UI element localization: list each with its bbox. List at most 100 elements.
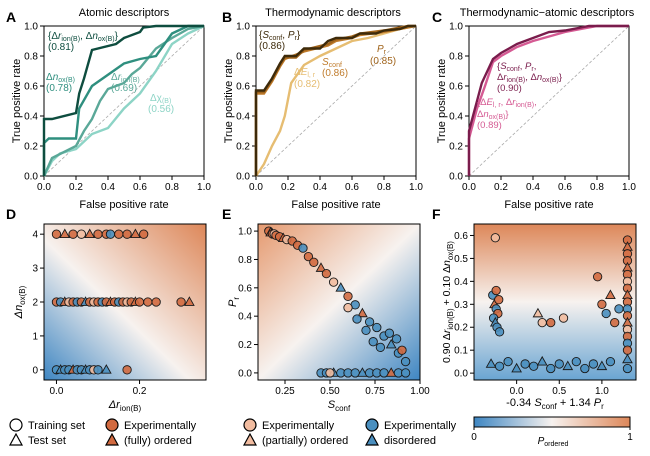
panel-a-roc-series-0 xyxy=(42,24,204,176)
panel-c-xtick-label-3: 0.6 xyxy=(558,182,572,193)
panel-e-ylabel: Pr xyxy=(227,297,241,307)
panel-f-point-16 xyxy=(529,361,539,371)
panel-letter-f: F xyxy=(432,206,441,222)
panel-d-points xyxy=(51,228,195,375)
panel-f-ytick-label-6: 0.6 xyxy=(454,231,468,242)
panel-e-point-12 xyxy=(309,257,319,267)
panel-d-xtick-label-0: 0.0 xyxy=(50,386,64,397)
panel-a-roc-series-2 xyxy=(42,24,205,177)
panel-a-ann-chi-auc: (0.56) xyxy=(148,104,174,115)
panel-d-ylabel: Δnox(B) xyxy=(13,285,27,319)
panel-f-ytick-label-1: 0.1 xyxy=(454,346,468,357)
panel-e-xtick-label-0: 0.25 xyxy=(275,386,295,397)
panel-a-title: Atomic descriptors xyxy=(79,7,170,19)
legend-fully-ordered-circle xyxy=(105,418,119,432)
legend-test-marker xyxy=(8,432,24,446)
panel-letter-b: B xyxy=(222,9,232,25)
panel-e-point-44 xyxy=(385,367,397,377)
panel-b-ytick-label-5: 1.0 xyxy=(236,22,250,33)
panel-b-diagonal xyxy=(255,25,417,177)
legend-disordered-line2: disordered xyxy=(384,435,436,447)
panel-d-point-3 xyxy=(76,229,87,239)
panel-a-ytick-label-1: 0.2 xyxy=(24,142,38,153)
panel-e-point-14 xyxy=(321,268,332,279)
panel-a-ytick-label-5: 1.0 xyxy=(24,22,38,33)
panel-f-point-32 xyxy=(601,308,611,319)
panel-a-ytick-label-0: 0.0 xyxy=(24,172,38,183)
panel-f-ytick-label-4: 0.4 xyxy=(454,277,468,288)
panel-letter-d: D xyxy=(6,206,16,222)
panel-d-point-2 xyxy=(68,229,78,239)
panel-e-point-47 xyxy=(325,368,335,378)
panel-b-curves xyxy=(254,24,417,177)
panel-d-point-4 xyxy=(84,228,96,239)
panel-e-point-19 xyxy=(357,307,368,318)
panel-c-ytick-label-4: 0.8 xyxy=(449,52,463,63)
panel-c-ytick-label-1: 0.2 xyxy=(449,142,463,153)
panel-c-xtick-label-5: 1.0 xyxy=(622,182,636,193)
panel-b-title: Thermodynamic descriptors xyxy=(265,7,401,19)
panel-b-ann-sconf: Sconf xyxy=(322,57,342,69)
panel-e-point-23 xyxy=(385,338,397,349)
panel-a-ann-rion-auc: (0.69) xyxy=(111,83,137,94)
panel-f-point-24 xyxy=(596,360,608,371)
panel-f-point-21 xyxy=(571,356,581,367)
panel-e-ytick-label-3: 0.6 xyxy=(238,283,252,294)
panel-e-point-26 xyxy=(343,303,353,313)
panel-a-xtick-label-2: 0.4 xyxy=(101,182,115,193)
panel-e-point-31 xyxy=(384,328,395,338)
panel-a-ytick-label-2: 0.4 xyxy=(24,112,38,123)
panel-a-xtick-label-4: 0.8 xyxy=(165,182,179,193)
panel-f-point-25 xyxy=(605,356,616,367)
panel-c-ytick-label-2: 0.4 xyxy=(449,112,463,123)
panel-d-point-1 xyxy=(59,228,71,239)
panel-f-xlabel: -0.34 Sconf + 1.34 Pr xyxy=(506,397,604,411)
panel-e-point-46 xyxy=(400,368,411,378)
panel-e-point-40 xyxy=(357,367,368,377)
panel-f-point-17 xyxy=(536,355,548,366)
panel-b-xtick-label-0: 0.0 xyxy=(249,182,263,193)
panel-d-point-49 xyxy=(122,365,132,375)
panel-f-ylabel: 0.90 Δrion(B) + 0.10 Δnox(B) xyxy=(441,241,455,363)
panel-b-xtick-label-3: 0.6 xyxy=(345,182,359,193)
legend-training-label: Training set xyxy=(28,420,85,432)
panel-f-xtick-label-0: 0.0 xyxy=(510,386,524,397)
panel-f-point-34 xyxy=(610,317,620,328)
panel-c-ytick-label-5: 1.0 xyxy=(449,22,463,33)
panel-d-point-48 xyxy=(100,364,112,374)
panel-d-point-32 xyxy=(134,297,145,307)
panel-f-point-31 xyxy=(597,299,607,309)
panel-b-ann-combo-auc: (0.86) xyxy=(259,41,285,52)
panel-c-ann-el-auc: (0.89) xyxy=(477,120,502,131)
panel-a-curves xyxy=(42,24,205,177)
panel-f-ytick-label-3: 0.3 xyxy=(454,300,468,311)
panel-c-xlabel: False positive rate xyxy=(504,199,593,211)
legend-disordered-triangle xyxy=(364,432,380,446)
legend-disordered-circle xyxy=(365,418,379,432)
panel-e-xtick-label-1: 0.50 xyxy=(320,386,340,397)
panel-c-xtick-label-0: 0.0 xyxy=(462,182,476,193)
panel-f-point-11 xyxy=(485,358,497,368)
legend-partially-ordered-triangle xyxy=(242,432,258,446)
panel-a-roc: False positive rate True positive rate 0… xyxy=(11,22,211,212)
panel-b-ann-pr: Pr xyxy=(377,44,387,56)
panel-b-xtick-label-4: 0.8 xyxy=(377,182,391,193)
colorbar-min-label: 0 xyxy=(471,432,477,443)
panel-b-ann-sconf-auc: (0.86) xyxy=(322,68,348,79)
panel-e-xtick-label-2: 0.75 xyxy=(365,386,385,397)
panel-d-ytick-label-3: 3 xyxy=(32,264,38,275)
panel-b-ytick-label-3: 0.6 xyxy=(236,82,250,93)
legend-test-label: Test set xyxy=(28,435,66,447)
panel-e-ytick-label-0: 0.0 xyxy=(238,368,252,379)
panel-d-point-33 xyxy=(143,297,153,307)
panel-f-point-22 xyxy=(580,363,590,374)
panel-d-ticks: 0.0 0.2 0 1 2 3 4 xyxy=(32,230,146,397)
panel-f-point-33 xyxy=(605,289,616,299)
panel-f-point-13 xyxy=(503,356,513,367)
panel-b-ytick-label-1: 0.2 xyxy=(236,142,250,153)
panel-b-roc: False positive rate True positive rate 0… xyxy=(223,22,423,212)
panel-e-ytick-label-1: 0.2 xyxy=(238,340,252,351)
panel-c-ytick-label-0: 0.0 xyxy=(449,172,463,183)
panel-f-point-52 xyxy=(622,345,633,355)
panel-c-xtick-label-2: 0.4 xyxy=(526,182,540,193)
